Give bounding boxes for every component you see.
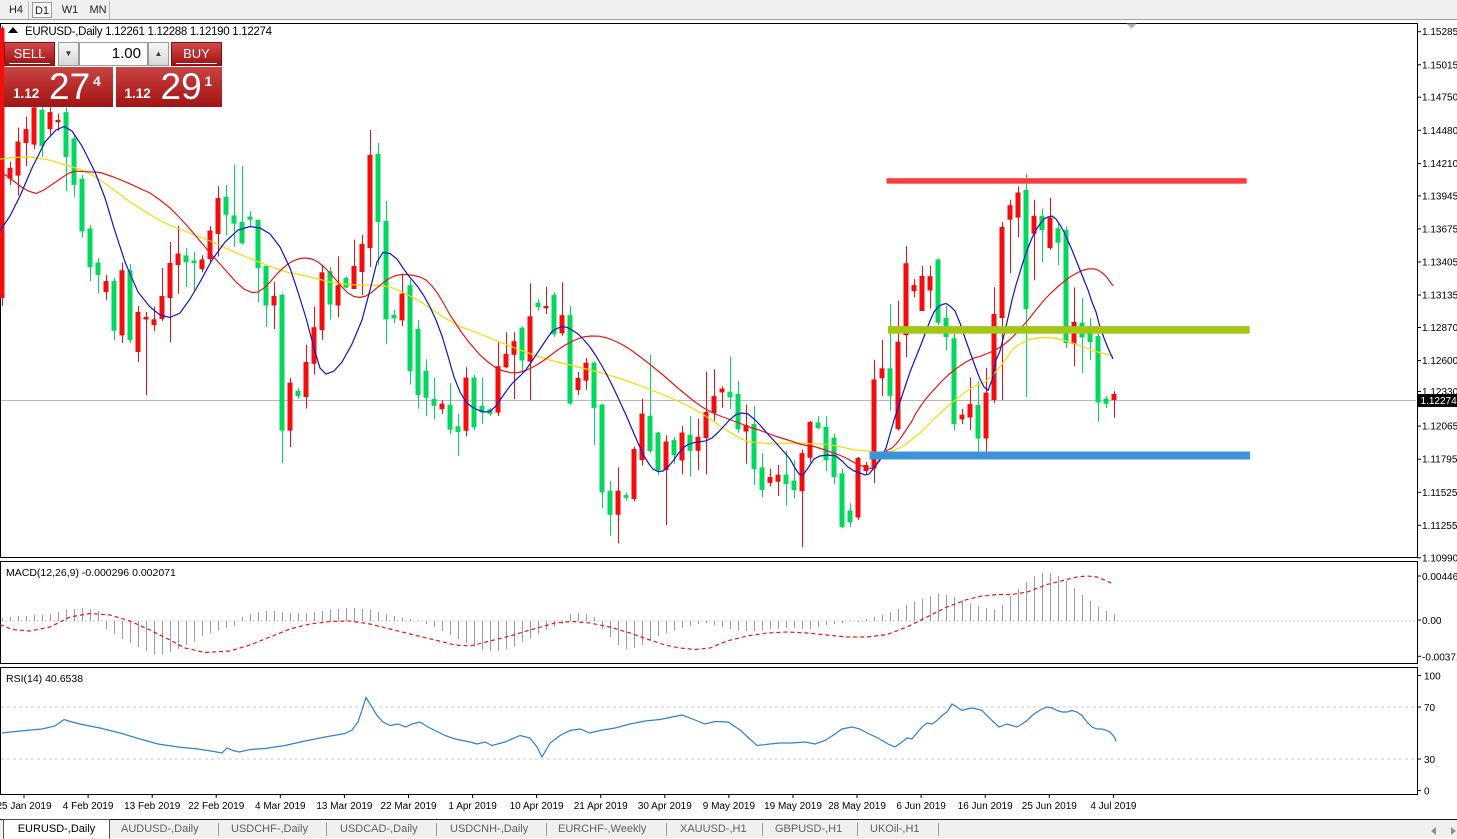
svg-text:1.12274: 1.12274 [1421,396,1457,407]
svg-text:EURUSD-,Daily 1.12261 1.12288: EURUSD-,Daily 1.12261 1.12288 1.12190 1.… [25,26,273,38]
svg-text:0: 0 [1424,787,1430,798]
svg-text:13 Feb 2019: 13 Feb 2019 [124,801,181,812]
svg-text:16 Jun 2019: 16 Jun 2019 [958,801,1013,812]
svg-text:0.00: 0.00 [1422,616,1442,627]
svg-text:4 Mar 2019: 4 Mar 2019 [255,801,306,812]
svg-text:28 May 2019: 28 May 2019 [828,801,886,812]
svg-text:MACD(12,26,9) -0.000296 0.0020: MACD(12,26,9) -0.000296 0.002071 [6,567,176,579]
svg-text:1.12600: 1.12600 [1422,356,1457,367]
svg-text:70: 70 [1424,703,1436,714]
svg-text:30 Apr 2019: 30 Apr 2019 [638,801,692,812]
svg-text:13 Mar 2019: 13 Mar 2019 [316,801,373,812]
svg-text:21 Apr 2019: 21 Apr 2019 [574,801,628,812]
svg-text:1.13945: 1.13945 [1422,191,1457,202]
svg-text:30: 30 [1424,755,1436,766]
svg-text:1.11525: 1.11525 [1422,488,1457,499]
svg-text:25 Jun 2019: 25 Jun 2019 [1022,801,1077,812]
svg-text:19 May 2019: 19 May 2019 [764,801,822,812]
svg-text:-0.003711: -0.003711 [1422,652,1457,663]
svg-text:0.004465: 0.004465 [1422,572,1457,583]
svg-text:4 Jul 2019: 4 Jul 2019 [1090,801,1137,812]
svg-text:1.14210: 1.14210 [1422,159,1457,170]
svg-text:1.13405: 1.13405 [1422,258,1457,269]
svg-text:1.11795: 1.11795 [1422,455,1457,466]
svg-text:25 Jan 2019: 25 Jan 2019 [0,801,52,812]
svg-text:100: 100 [1424,672,1441,683]
svg-text:1.12870: 1.12870 [1422,323,1457,334]
svg-text:1.12065: 1.12065 [1422,422,1457,433]
svg-text:10 Apr 2019: 10 Apr 2019 [510,801,564,812]
svg-text:1.13675: 1.13675 [1422,224,1457,235]
svg-text:1.15015: 1.15015 [1422,60,1457,71]
svg-text:1.15285: 1.15285 [1422,27,1457,38]
svg-text:6 Jun 2019: 6 Jun 2019 [896,801,946,812]
svg-text:1 Apr 2019: 1 Apr 2019 [448,801,497,812]
svg-text:1.14750: 1.14750 [1422,93,1457,104]
svg-text:1.14480: 1.14480 [1422,126,1457,137]
svg-text:RSI(14) 40.6538: RSI(14) 40.6538 [6,673,83,685]
svg-text:1.13135: 1.13135 [1422,291,1457,302]
svg-text:22 Feb 2019: 22 Feb 2019 [188,801,245,812]
svg-text:1.10990: 1.10990 [1422,553,1457,564]
svg-text:22 Mar 2019: 22 Mar 2019 [380,801,437,812]
svg-text:9 May 2019: 9 May 2019 [703,801,756,812]
svg-text:4 Feb 2019: 4 Feb 2019 [63,801,114,812]
svg-text:1.11255: 1.11255 [1422,521,1457,532]
